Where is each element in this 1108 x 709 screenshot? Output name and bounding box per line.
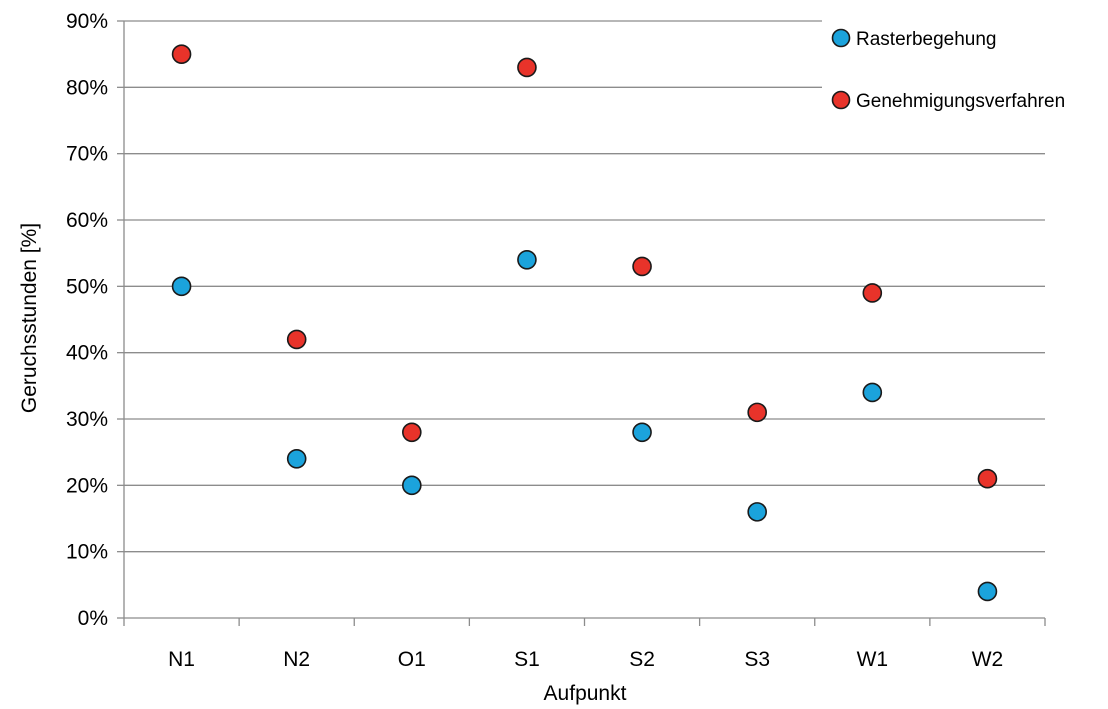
x-tick-label-n1: N1 xyxy=(168,648,195,671)
y-tick-label-10: 10% xyxy=(66,541,108,564)
point-genehmigungsverfahren-w2 xyxy=(977,468,998,489)
x-tick-label-s1: S1 xyxy=(514,648,540,671)
y-tick-label-0: 0% xyxy=(78,607,108,630)
x-tick-label-w1: W1 xyxy=(857,648,889,671)
point-rasterbegehung-s2 xyxy=(632,422,652,443)
y-tick-label-30: 30% xyxy=(66,408,108,431)
y-tick-label-40: 40% xyxy=(66,342,108,365)
point-rasterbegehung-o1 xyxy=(402,475,422,496)
point-genehmigungsverfahren-n1 xyxy=(171,44,192,64)
y-tick-label-60: 60% xyxy=(66,209,108,232)
legend-marker-rasterbegehung xyxy=(831,28,851,48)
x-axis-tick-labels: N1 N2 O1 S1 S2 S3 W1 W2 xyxy=(168,648,1003,671)
data-points xyxy=(171,44,998,602)
y-tick-label-70: 70% xyxy=(66,143,108,166)
y-axis-tick-labels: 0% 10% 20% 30% 40% 50% 60% 70% 80% 90% xyxy=(66,10,108,630)
point-rasterbegehung-w2 xyxy=(977,581,998,602)
x-tick-label-n2: N2 xyxy=(283,648,310,671)
point-genehmigungsverfahren-s3 xyxy=(747,402,767,423)
legend-marker-genehmigungsverfahren xyxy=(831,90,851,110)
point-rasterbegehung-n2 xyxy=(286,448,307,469)
y-axis-title: Geruchsstunden [%] xyxy=(18,223,41,413)
point-rasterbegehung-s3 xyxy=(747,502,767,522)
legend: Rasterbegehung Genehmigungsverfahren xyxy=(822,14,1108,126)
y-tick-label-80: 80% xyxy=(66,76,108,99)
y-tick-label-50: 50% xyxy=(66,275,108,298)
point-rasterbegehung-n1 xyxy=(171,276,192,297)
point-genehmigungsverfahren-s1 xyxy=(517,57,537,78)
legend-label-rasterbegehung: Rasterbegehung xyxy=(856,29,997,50)
x-tick-label-s3: S3 xyxy=(744,648,770,671)
y-tick-label-90: 90% xyxy=(66,10,108,33)
point-rasterbegehung-s1 xyxy=(517,249,537,270)
x-tick-label-s2: S2 xyxy=(629,648,655,671)
point-genehmigungsverfahren-n2 xyxy=(286,329,307,350)
x-tick-label-o1: O1 xyxy=(398,648,426,671)
axes xyxy=(117,20,1046,626)
legend-background xyxy=(822,14,1108,126)
grid-lines xyxy=(124,20,1045,553)
point-genehmigungsverfahren-o1 xyxy=(402,422,422,443)
point-genehmigungsverfahren-w1 xyxy=(862,283,883,303)
point-genehmigungsverfahren-s2 xyxy=(632,256,652,277)
x-axis-title: Aufpunkt xyxy=(544,682,627,705)
y-tick-label-20: 20% xyxy=(66,474,108,497)
legend-label-genehmigungsverfahren: Genehmigungsverfahren xyxy=(856,91,1065,112)
x-tick-label-w2: W2 xyxy=(972,648,1004,671)
point-rasterbegehung-w1 xyxy=(862,382,883,403)
